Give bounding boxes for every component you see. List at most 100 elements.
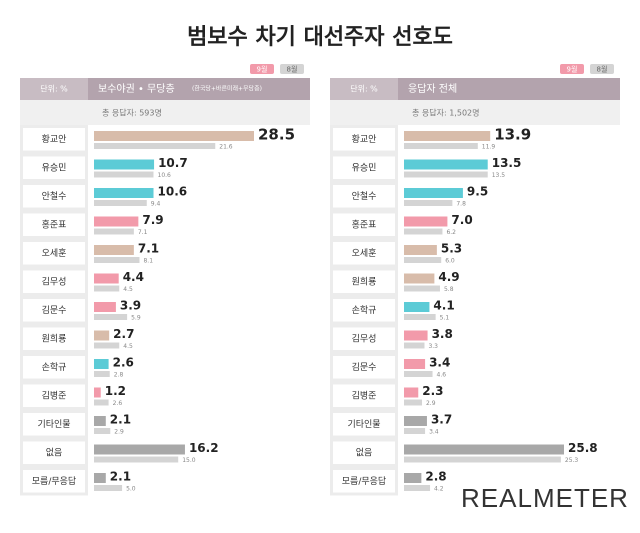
category-label: 없음 [356, 447, 373, 458]
category-label: 모름/무응답 [342, 475, 386, 487]
respondents: 총 응답자: 593명 [102, 108, 162, 118]
category-box [333, 299, 395, 322]
category-box [333, 156, 395, 179]
value-label: 15.0 [182, 457, 196, 464]
bar [94, 257, 140, 263]
category-label: 원희룡 [352, 275, 377, 287]
bar [94, 456, 179, 463]
category-box [333, 270, 395, 293]
value-label: 2.6 [113, 400, 123, 407]
bar [94, 228, 134, 235]
bar [94, 485, 123, 491]
category-label: 모름/무응답 [32, 475, 76, 487]
bar [404, 188, 463, 198]
category-label: 안철수 [42, 191, 67, 202]
category-label: 김문수 [42, 304, 67, 316]
value-label: 2.8 [425, 470, 446, 484]
value-label: 2.8 [114, 372, 124, 379]
value-label: 13.9 [494, 126, 531, 144]
category-box [23, 128, 85, 151]
category-box [23, 384, 85, 407]
value-label: 3.9 [120, 299, 141, 313]
category-box [23, 270, 85, 293]
value-label: 5.8 [444, 286, 454, 293]
category-box [23, 356, 85, 379]
category-box [333, 413, 395, 436]
bar [404, 387, 419, 398]
value-label: 9.5 [467, 185, 488, 199]
category-label: 황교안 [352, 134, 377, 145]
panel-subtitle: 응답자 전체 [408, 83, 457, 95]
legend-label: 9월 [257, 65, 268, 74]
bar [404, 371, 433, 377]
category-label: 오세훈 [352, 247, 377, 259]
category-label: 유승민 [352, 162, 377, 173]
category-box [23, 327, 85, 350]
header-bar [20, 78, 310, 100]
bar [94, 314, 128, 320]
bar [94, 371, 110, 377]
legend-label: 9월 [567, 65, 578, 74]
bar [404, 314, 436, 320]
value-label: 7.9 [142, 213, 163, 227]
value-label: 2.7 [113, 327, 134, 341]
legend-label: 8월 [287, 65, 298, 74]
category-label: 황교안 [42, 134, 67, 145]
category-label: 유승민 [42, 162, 67, 173]
category-label: 김무성 [352, 332, 377, 344]
bar [94, 330, 110, 341]
logo: REALMETER [461, 483, 629, 513]
value-label: 5.0 [126, 486, 136, 493]
legend-swatch [560, 64, 584, 74]
bar [404, 359, 426, 369]
legend-label: 8월 [597, 65, 608, 74]
category-box [23, 242, 85, 265]
bar [404, 399, 422, 406]
value-label: 13.5 [492, 172, 506, 179]
value-label: 10.6 [158, 185, 188, 199]
category-box [333, 327, 395, 350]
bar [404, 273, 435, 284]
bar [404, 228, 443, 235]
value-label: 3.8 [432, 327, 453, 341]
legend-swatch [280, 64, 304, 74]
value-label: 2.6 [113, 356, 134, 370]
bar [404, 485, 431, 491]
value-label: 4.1 [433, 299, 454, 313]
value-label: 2.9 [114, 429, 124, 436]
value-label: 4.2 [434, 486, 444, 493]
value-label: 4.4 [123, 270, 144, 284]
category-box [23, 470, 85, 493]
bar [404, 159, 488, 170]
category-label: 김무성 [42, 275, 67, 287]
bar [404, 456, 561, 463]
bar [94, 200, 147, 206]
bar [94, 143, 216, 149]
bar [94, 444, 185, 455]
bar [404, 257, 442, 263]
value-label: 5.1 [440, 315, 450, 322]
category-box [23, 213, 85, 236]
value-label: 16.2 [189, 441, 219, 455]
category-label: 김문수 [352, 361, 377, 373]
bar [404, 245, 437, 255]
bar [94, 302, 116, 312]
category-label: 안철수 [352, 191, 377, 202]
bar [404, 330, 428, 341]
category-box [333, 441, 395, 464]
value-label: 3.4 [429, 356, 450, 370]
bar [404, 200, 453, 206]
header-unit-box [20, 78, 88, 100]
subheader-bar [20, 100, 310, 125]
bar [94, 273, 119, 284]
category-box [333, 213, 395, 236]
bar [94, 473, 106, 483]
value-label: 1.2 [105, 384, 126, 398]
value-label: 2.3 [422, 384, 443, 398]
bar [94, 399, 109, 406]
category-label: 기타인물 [37, 419, 70, 430]
bar [404, 216, 448, 227]
category-label: 손학규 [42, 362, 67, 373]
category-label: 없음 [46, 447, 63, 458]
title: 범보수 차기 대선주자 선호도 [187, 25, 453, 50]
